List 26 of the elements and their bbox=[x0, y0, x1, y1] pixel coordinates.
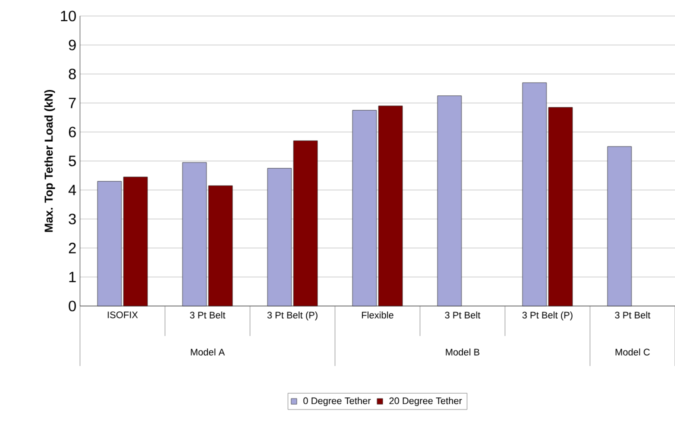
x-tick-label: ISOFIX bbox=[108, 312, 138, 318]
y-tick-label: 10 bbox=[61, 10, 76, 22]
legend-label: 0 Degree Tether bbox=[303, 397, 371, 406]
y-tick-label: 7 bbox=[68, 98, 76, 108]
y-tick-label: 9 bbox=[68, 40, 76, 50]
x-tick-label: Flexible bbox=[362, 312, 394, 318]
y-tick-label: 0 bbox=[68, 300, 76, 312]
y-tick-label: 2 bbox=[68, 242, 76, 254]
bar bbox=[437, 96, 462, 306]
text: Model C bbox=[616, 348, 650, 356]
y-tick-label: 8 bbox=[68, 68, 76, 80]
x-tick-label: 3 Pt Belt (P) bbox=[267, 312, 318, 320]
y-tick-label: 1 bbox=[69, 272, 76, 282]
x-tick-label: 3 Pt Belt (P) bbox=[522, 312, 572, 320]
y-tick-label: 6 bbox=[68, 126, 76, 138]
x-tick-label: 3 Pt Belt bbox=[444, 312, 480, 318]
x-tick-label: 3 Pt Belt bbox=[614, 312, 650, 318]
text: Model A bbox=[190, 348, 225, 356]
y-tick-label: 3 bbox=[68, 214, 76, 224]
y-axis-title: Max. Top Tether Load (kN) bbox=[44, 90, 56, 232]
text: Model B bbox=[446, 348, 480, 356]
y-tick-label: 4 bbox=[68, 184, 76, 196]
legend-label: 20 Degree Tether bbox=[389, 397, 462, 406]
x-tick-label: 3 Pt Belt bbox=[190, 312, 226, 318]
y-tick-label: 5 bbox=[68, 156, 76, 166]
bar bbox=[607, 146, 632, 306]
